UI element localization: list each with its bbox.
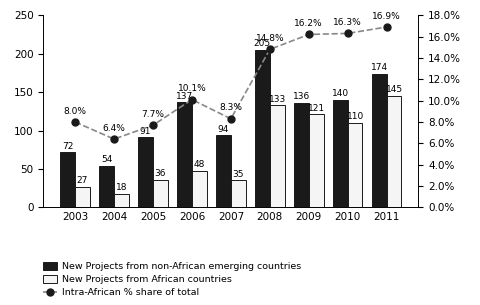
Bar xyxy=(114,194,129,207)
Legend: New Projects from non-African emerging countries, New Projects from African coun: New Projects from non-African emerging c… xyxy=(43,262,300,297)
Text: 121: 121 xyxy=(307,104,324,113)
Bar xyxy=(138,138,153,207)
Text: 6.4%: 6.4% xyxy=(102,124,125,133)
Bar xyxy=(347,123,362,207)
Bar xyxy=(386,96,401,207)
Text: 10.1%: 10.1% xyxy=(177,84,206,93)
Text: 145: 145 xyxy=(384,85,402,95)
Bar xyxy=(216,135,230,207)
Text: 54: 54 xyxy=(101,155,112,164)
Text: 27: 27 xyxy=(77,176,88,185)
Line: Intra-African % share of total: Intra-African % share of total xyxy=(72,23,389,142)
Intra-African % share of total xyxy=(266,48,272,51)
Text: 14.8%: 14.8% xyxy=(255,34,284,43)
Intra-African % share of total xyxy=(383,25,389,29)
Bar xyxy=(230,181,245,207)
Text: 16.2%: 16.2% xyxy=(294,19,323,28)
Intra-African % share of total xyxy=(72,120,78,124)
Text: 205: 205 xyxy=(253,39,270,48)
Bar xyxy=(293,103,308,207)
Text: 16.3%: 16.3% xyxy=(333,18,361,27)
Intra-African % share of total xyxy=(111,137,117,141)
Text: 174: 174 xyxy=(370,63,387,72)
Text: 133: 133 xyxy=(268,95,285,104)
Text: 48: 48 xyxy=(193,160,204,169)
Bar xyxy=(177,102,192,207)
Text: 8.0%: 8.0% xyxy=(63,106,86,116)
Text: 35: 35 xyxy=(232,170,243,179)
Text: 140: 140 xyxy=(331,89,348,98)
Text: 72: 72 xyxy=(62,142,73,151)
Bar xyxy=(308,114,323,207)
Text: 7.7%: 7.7% xyxy=(141,110,164,119)
Bar xyxy=(153,180,168,207)
Text: 8.3%: 8.3% xyxy=(219,103,242,112)
Bar xyxy=(99,166,114,207)
Bar xyxy=(332,100,347,207)
Bar xyxy=(254,50,269,207)
Intra-African % share of total xyxy=(344,32,350,35)
Intra-African % share of total xyxy=(189,98,194,102)
Intra-African % share of total xyxy=(228,117,233,121)
Bar xyxy=(75,187,90,207)
Text: 16.9%: 16.9% xyxy=(372,12,400,21)
Bar xyxy=(192,170,206,207)
Intra-African % share of total xyxy=(150,124,156,127)
Text: 136: 136 xyxy=(292,92,309,101)
Text: 91: 91 xyxy=(140,127,151,136)
Text: 36: 36 xyxy=(155,169,166,178)
Bar xyxy=(371,74,386,207)
Text: 137: 137 xyxy=(176,92,193,101)
Intra-African % share of total xyxy=(305,33,311,36)
Text: 18: 18 xyxy=(116,183,127,192)
Text: 94: 94 xyxy=(217,125,228,134)
Bar xyxy=(60,152,75,207)
Text: 110: 110 xyxy=(346,112,363,121)
Bar xyxy=(269,105,284,207)
